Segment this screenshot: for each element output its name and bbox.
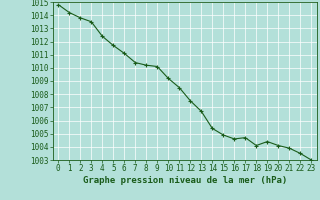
X-axis label: Graphe pression niveau de la mer (hPa): Graphe pression niveau de la mer (hPa) [83,176,287,185]
